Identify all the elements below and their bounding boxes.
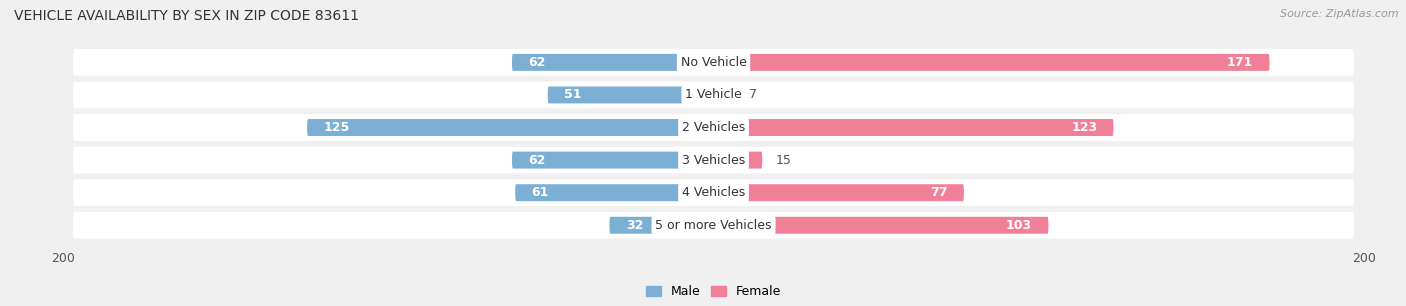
FancyBboxPatch shape	[73, 82, 1354, 108]
Text: 3 Vehicles: 3 Vehicles	[682, 154, 745, 166]
FancyBboxPatch shape	[73, 114, 1354, 141]
Text: 2 Vehicles: 2 Vehicles	[682, 121, 745, 134]
FancyBboxPatch shape	[713, 87, 737, 103]
Text: 171: 171	[1227, 56, 1253, 69]
FancyBboxPatch shape	[512, 152, 713, 169]
Text: 103: 103	[1007, 219, 1032, 232]
FancyBboxPatch shape	[73, 49, 1354, 76]
FancyBboxPatch shape	[713, 184, 965, 201]
Text: 1 Vehicle: 1 Vehicle	[685, 88, 742, 102]
Text: 7: 7	[749, 88, 758, 102]
Text: 32: 32	[626, 219, 643, 232]
Text: 15: 15	[775, 154, 792, 166]
FancyBboxPatch shape	[73, 179, 1354, 206]
FancyBboxPatch shape	[713, 217, 1049, 234]
Text: No Vehicle: No Vehicle	[681, 56, 747, 69]
Text: Source: ZipAtlas.com: Source: ZipAtlas.com	[1281, 9, 1399, 19]
FancyBboxPatch shape	[515, 184, 713, 201]
Text: 123: 123	[1071, 121, 1097, 134]
Text: 51: 51	[564, 88, 582, 102]
FancyBboxPatch shape	[548, 87, 713, 103]
FancyBboxPatch shape	[307, 119, 713, 136]
Text: 77: 77	[931, 186, 948, 199]
Text: 61: 61	[531, 186, 548, 199]
Text: 4 Vehicles: 4 Vehicles	[682, 186, 745, 199]
FancyBboxPatch shape	[512, 54, 713, 71]
FancyBboxPatch shape	[713, 152, 762, 169]
FancyBboxPatch shape	[73, 212, 1354, 239]
Text: VEHICLE AVAILABILITY BY SEX IN ZIP CODE 83611: VEHICLE AVAILABILITY BY SEX IN ZIP CODE …	[14, 9, 359, 23]
Text: 62: 62	[529, 154, 546, 166]
Legend: Male, Female: Male, Female	[641, 280, 786, 303]
FancyBboxPatch shape	[610, 217, 713, 234]
FancyBboxPatch shape	[713, 54, 1270, 71]
FancyBboxPatch shape	[713, 119, 1114, 136]
Text: 125: 125	[323, 121, 350, 134]
FancyBboxPatch shape	[73, 147, 1354, 174]
Text: 62: 62	[529, 56, 546, 69]
Text: 5 or more Vehicles: 5 or more Vehicles	[655, 219, 772, 232]
